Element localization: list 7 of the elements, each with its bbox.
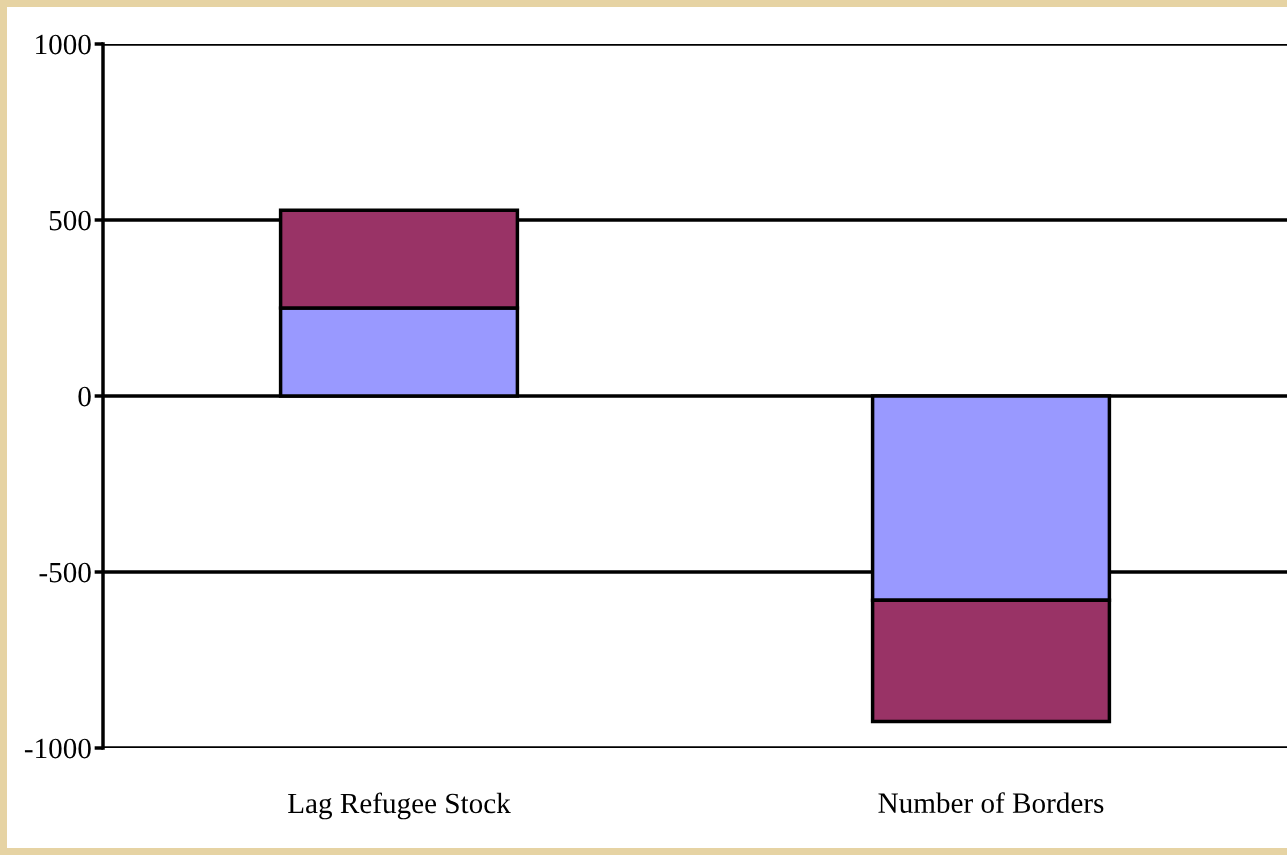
y-tick-label: 500 — [49, 210, 91, 231]
y-tick-label: 1000 — [36, 34, 91, 55]
x-tick-label: Number of Borders — [878, 792, 1104, 813]
y-tick-label: -500 — [39, 562, 91, 583]
y-tick-label: 0 — [78, 386, 91, 407]
y-tick-label: -1000 — [24, 738, 91, 759]
x-tick-label: Lag Refugee Stock — [288, 792, 511, 820]
